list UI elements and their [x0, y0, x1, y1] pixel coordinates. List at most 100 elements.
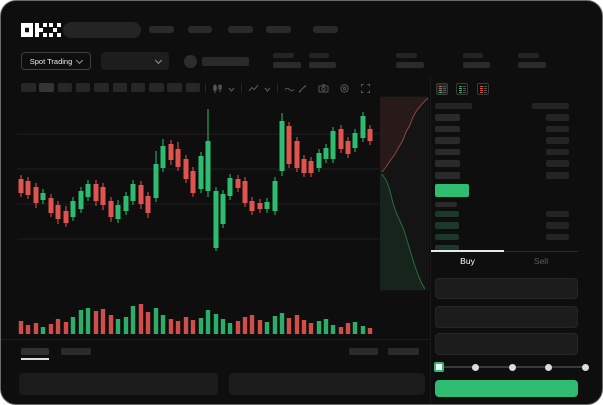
slider-stop-dot[interactable] — [545, 363, 552, 371]
draw-icon[interactable] — [297, 83, 308, 94]
ask-amount-skeleton — [546, 172, 569, 179]
depth-chart[interactable] — [380, 96, 429, 291]
orderbook-header-skeleton — [532, 103, 569, 109]
bid-price-skeleton — [435, 222, 459, 229]
timeframe-pill-skeleton[interactable] — [185, 83, 201, 92]
stat-value-skeleton — [273, 62, 301, 68]
bid-row[interactable] — [431, 210, 578, 219]
ask-price-skeleton — [435, 172, 460, 179]
slider-stop-dot[interactable] — [508, 363, 516, 371]
ask-price-skeleton — [435, 114, 460, 121]
ask-price-skeleton — [435, 137, 460, 144]
okx-logo-icon — [21, 23, 61, 37]
timeframe-pill-skeleton[interactable] — [94, 83, 109, 92]
bid-amount-skeleton — [546, 210, 569, 217]
bid-price-skeleton — [435, 245, 459, 252]
orders-table-skeleton — [229, 373, 425, 395]
slider-stop-dot[interactable] — [472, 363, 479, 371]
bottom-tab-skeleton[interactable] — [61, 348, 91, 355]
bid-row[interactable] — [431, 233, 578, 242]
book-bids-only-icon[interactable] — [456, 83, 468, 95]
tabbar-divider — [431, 251, 578, 252]
slider-handle[interactable] — [434, 362, 444, 372]
toolbar-divider — [205, 83, 206, 93]
nav-item-skeleton[interactable] — [149, 26, 174, 33]
total-input[interactable] — [435, 333, 578, 355]
stat-label-skeleton — [273, 53, 294, 58]
ask-price-skeleton — [435, 160, 460, 167]
bottom-action-skeleton[interactable] — [349, 348, 378, 355]
panel-divider — [430, 76, 431, 404]
candle-type-icon[interactable] — [212, 83, 223, 94]
bid-row[interactable] — [431, 222, 578, 230]
tab-sell[interactable]: Sell — [504, 253, 578, 269]
bid-amount-skeleton — [546, 222, 569, 229]
ask-amount-skeleton — [546, 137, 569, 144]
book-asks-only-icon[interactable] — [477, 83, 489, 95]
orderbook-header-skeleton — [435, 103, 472, 109]
timeframe-pill-skeleton[interactable] — [75, 83, 91, 92]
bid-price-skeleton — [435, 210, 459, 217]
ask-price-skeleton — [435, 148, 460, 156]
active-tab-indicator — [431, 250, 504, 252]
timeframe-pill-skeleton[interactable] — [112, 83, 127, 92]
ask-amount-skeleton — [546, 114, 569, 121]
last-price-highlight[interactable] — [435, 184, 469, 197]
ask-amount-skeleton — [546, 148, 569, 156]
pair-name-skeleton — [202, 57, 249, 66]
wave-icon[interactable] — [284, 84, 295, 95]
timeframe-pill-skeleton[interactable] — [130, 83, 146, 92]
price-input[interactable] — [435, 278, 578, 299]
toolbar-divider — [241, 83, 242, 93]
bottom-tab-active-skeleton[interactable] — [21, 348, 49, 355]
candlestick-chart[interactable] — [17, 99, 379, 339]
nav-item-skeleton[interactable] — [228, 26, 253, 33]
chevron-down-icon — [76, 56, 84, 64]
ask-row[interactable] — [431, 148, 578, 157]
timeframe-pill-skeleton[interactable] — [21, 83, 36, 92]
chevron-down-icon[interactable] — [227, 85, 238, 96]
tab-buy-label: Buy — [460, 256, 475, 266]
bid-amount-skeleton — [546, 233, 569, 241]
tab-buy[interactable]: Buy — [431, 253, 504, 269]
token-avatar — [184, 55, 197, 68]
timeframe-pill-skeleton[interactable] — [149, 83, 164, 92]
row-skeleton — [435, 202, 457, 207]
nav-item-skeleton[interactable] — [313, 26, 338, 33]
timeframe-pill-skeleton[interactable] — [39, 83, 54, 92]
search-input[interactable] — [63, 22, 141, 38]
ask-row[interactable] — [431, 137, 578, 145]
slider-stop-dot[interactable] — [581, 363, 589, 371]
bottom-tab-underline — [21, 358, 49, 360]
book-both-sides-icon[interactable] — [436, 83, 448, 95]
ask-amount-skeleton — [546, 125, 569, 133]
ask-price-skeleton — [435, 125, 460, 133]
amount-input[interactable] — [435, 306, 578, 328]
fullscreen-icon[interactable] — [360, 83, 371, 94]
toolbar-divider — [277, 83, 278, 93]
section-divider — [1, 339, 430, 340]
buy-cta-button[interactable] — [435, 380, 578, 397]
ask-row[interactable] — [431, 125, 578, 134]
market-type-label: Spot Trading — [29, 56, 73, 66]
market-type-selector[interactable]: Spot Trading — [21, 52, 91, 70]
settings-icon[interactable] — [339, 83, 350, 94]
bid-row[interactable] — [431, 245, 578, 253]
ask-amount-skeleton — [546, 160, 569, 167]
ask-row[interactable] — [431, 160, 578, 168]
nav-item-skeleton[interactable] — [188, 26, 212, 33]
chevron-down-icon[interactable] — [263, 85, 274, 96]
nav-item-skeleton[interactable] — [266, 26, 291, 33]
camera-icon[interactable] — [318, 83, 329, 94]
timeframe-pill-skeleton[interactable] — [57, 83, 73, 92]
orders-table-skeleton — [19, 373, 218, 395]
ask-row[interactable] — [431, 172, 578, 180]
tab-sell-label: Sell — [533, 256, 549, 266]
pair-dropdown[interactable] — [101, 52, 169, 70]
chevron-down-icon — [154, 56, 163, 64]
ask-row[interactable] — [431, 114, 578, 122]
indicators-icon[interactable] — [248, 83, 259, 94]
timeframe-pill-skeleton[interactable] — [167, 83, 182, 92]
bid-price-skeleton — [435, 233, 459, 241]
bottom-action-skeleton[interactable] — [388, 348, 419, 355]
